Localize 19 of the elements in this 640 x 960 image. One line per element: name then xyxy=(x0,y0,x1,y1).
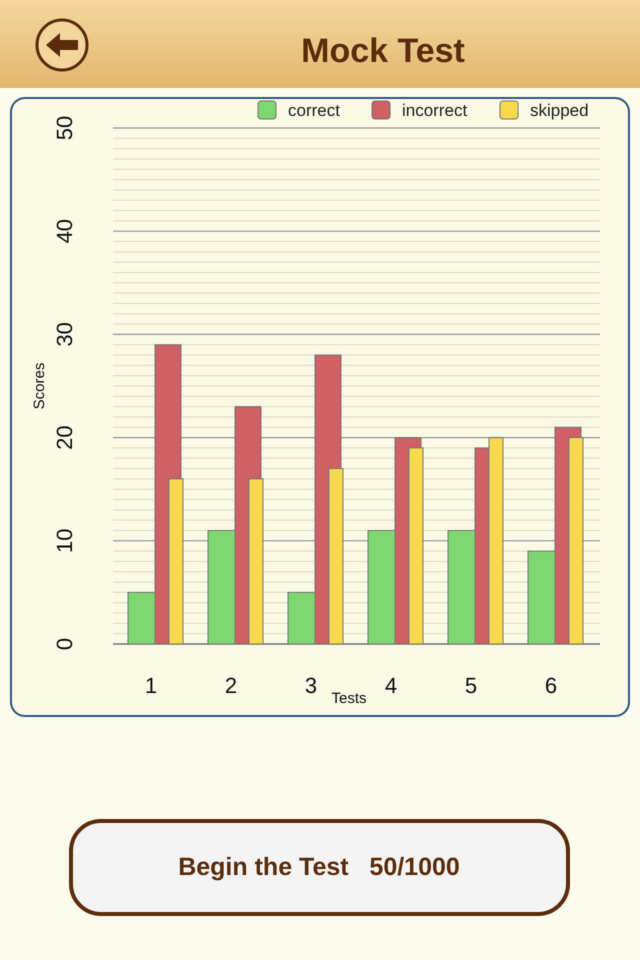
x-axis-title: Tests xyxy=(331,690,367,707)
legend-label: incorrect xyxy=(402,101,468,120)
x-tick-label: 3 xyxy=(304,673,318,698)
chart-title: Mock Test xyxy=(301,32,465,70)
y-axis-title: Scores xyxy=(31,362,48,410)
x-tick-label: 1 xyxy=(144,673,158,698)
x-tick-label: 4 xyxy=(384,673,398,698)
x-tick-label: 6 xyxy=(544,673,558,698)
y-tick-label: 0 xyxy=(52,638,77,650)
y-tick-label: 50 xyxy=(52,116,77,140)
x-tick-label: 5 xyxy=(464,673,478,698)
text: Begin the Test 50/1000 xyxy=(178,853,460,881)
y-tick-label: 20 xyxy=(52,425,77,450)
y-tick-label: 40 xyxy=(52,218,77,244)
legend-label: correct xyxy=(288,101,340,120)
x-tick-label: 2 xyxy=(224,673,238,698)
y-tick-label: 30 xyxy=(52,322,77,347)
legend-label: skipped xyxy=(530,101,589,120)
y-tick-label: 10 xyxy=(52,528,77,554)
